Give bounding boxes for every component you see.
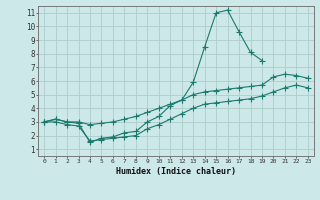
X-axis label: Humidex (Indice chaleur): Humidex (Indice chaleur): [116, 167, 236, 176]
